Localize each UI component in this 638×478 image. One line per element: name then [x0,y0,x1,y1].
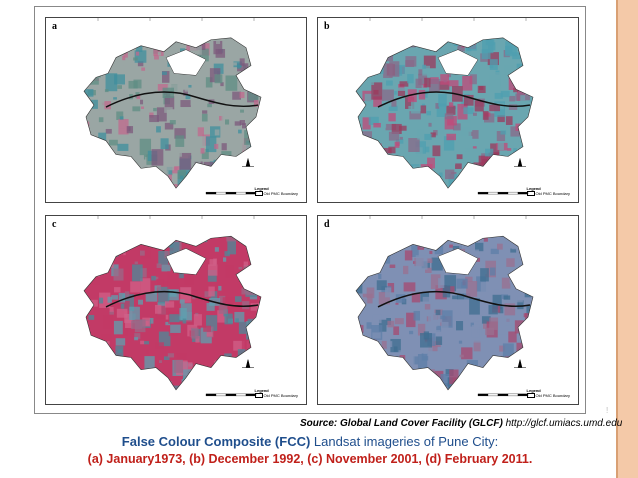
fcc-satellite-image [83,216,262,397]
map-panel-d: d Legend Old PMC Boundary [317,215,579,405]
slide-side-band [618,0,638,478]
map-panel-b: b Legend Old PMC Boundary [317,17,579,203]
panel-letter: a [52,21,57,32]
panel-letter: c [52,219,57,230]
panel-letter: d [324,219,330,230]
map-panel-c: c Legend Old PMC Boundary [45,215,307,405]
map-legend: Legend Old PMC Boundary [526,387,570,398]
legend-title: Legend [254,387,269,393]
source-label: Source: Global Land Cover Facility (GLCF… [300,418,503,429]
fcc-satellite-image [355,18,534,195]
legend-item: Old PMC Boundary [263,190,298,196]
legend-item: Old PMC Boundary [263,392,298,398]
legend-item: Old PMC Boundary [535,190,570,196]
map-legend: Legend Old PMC Boundary [526,185,570,196]
caption-line-1: False Colour Composite (FCC) Landsat ima… [0,434,620,449]
legend-title: Legend [526,185,541,191]
caption-subtitle: Landsat imageries of Pune City: [310,434,499,449]
legend-item: Old PMC Boundary [535,392,570,398]
slide-number: ! [606,406,609,415]
source-credit: Source: Global Land Cover Facility (GLCF… [300,418,622,429]
map-legend: Legend Old PMC Boundary [254,185,298,196]
map-panel-a: a Legend Old PMC Boundary [45,17,307,203]
fcc-figure: a Legend Old PMC Boundary b Legend Old P… [34,6,586,414]
caption-fcc-label: False Colour Composite (FCC) [121,434,311,449]
map-legend: Legend Old PMC Boundary [254,387,298,398]
legend-title: Legend [526,387,541,393]
caption-line-2: (a) January1973, (b) December 1992, (c) … [87,452,533,466]
fcc-satellite-image [355,216,534,397]
panel-letter: b [324,21,330,32]
legend-title: Legend [254,185,269,191]
source-url[interactable]: http://glcf.umiacs.umd.edu [505,418,623,429]
slide-border-line [616,0,618,478]
fcc-satellite-image [83,18,262,195]
